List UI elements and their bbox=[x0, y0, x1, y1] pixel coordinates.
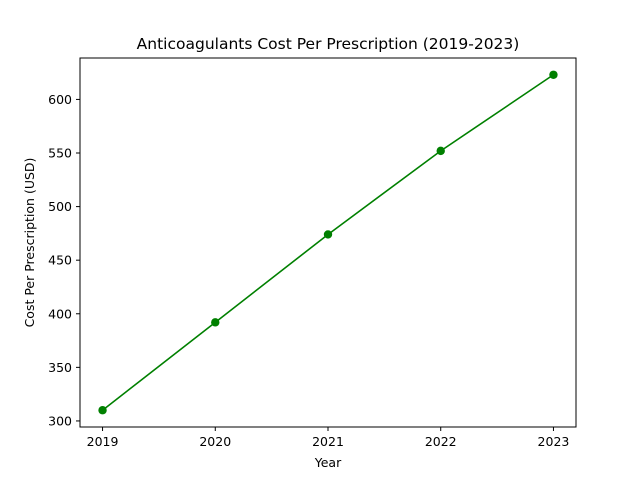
x-axis-label: Year bbox=[314, 455, 342, 470]
y-axis: 300 350 400 450 500 550 600 bbox=[48, 92, 80, 428]
data-point bbox=[323, 230, 333, 239]
x-tick-label: 2021 bbox=[312, 434, 344, 449]
y-tick-label: 600 bbox=[48, 92, 72, 107]
y-tick-label: 350 bbox=[48, 360, 72, 375]
chart-title: Anticoagulants Cost Per Prescription (20… bbox=[137, 35, 520, 53]
x-tick-label: 2023 bbox=[538, 434, 570, 449]
y-tick-label: 400 bbox=[48, 306, 72, 321]
data-point bbox=[549, 70, 558, 79]
x-tick-label: 2022 bbox=[425, 434, 457, 449]
data-point bbox=[98, 406, 107, 415]
y-axis-label: Cost Per Prescription (USD) bbox=[22, 158, 37, 328]
y-tick-label: 450 bbox=[48, 253, 72, 268]
x-tick-label: 2019 bbox=[87, 434, 119, 449]
series-group bbox=[98, 70, 558, 415]
data-point bbox=[211, 318, 220, 327]
y-tick-label: 300 bbox=[48, 413, 72, 428]
y-tick-label: 550 bbox=[48, 146, 72, 161]
plot-area: 2019 2020 2021 2022 2023 300 350 400 450 500 550 6… bbox=[48, 57, 577, 449]
y-tick-label: 500 bbox=[48, 199, 72, 214]
x-tick-label: 2020 bbox=[199, 434, 231, 449]
plot-frame bbox=[79, 57, 577, 428]
data-point bbox=[436, 146, 445, 156]
x-axis: 2019 2020 2021 2022 2023 bbox=[87, 427, 570, 449]
series-line bbox=[102, 74, 554, 411]
